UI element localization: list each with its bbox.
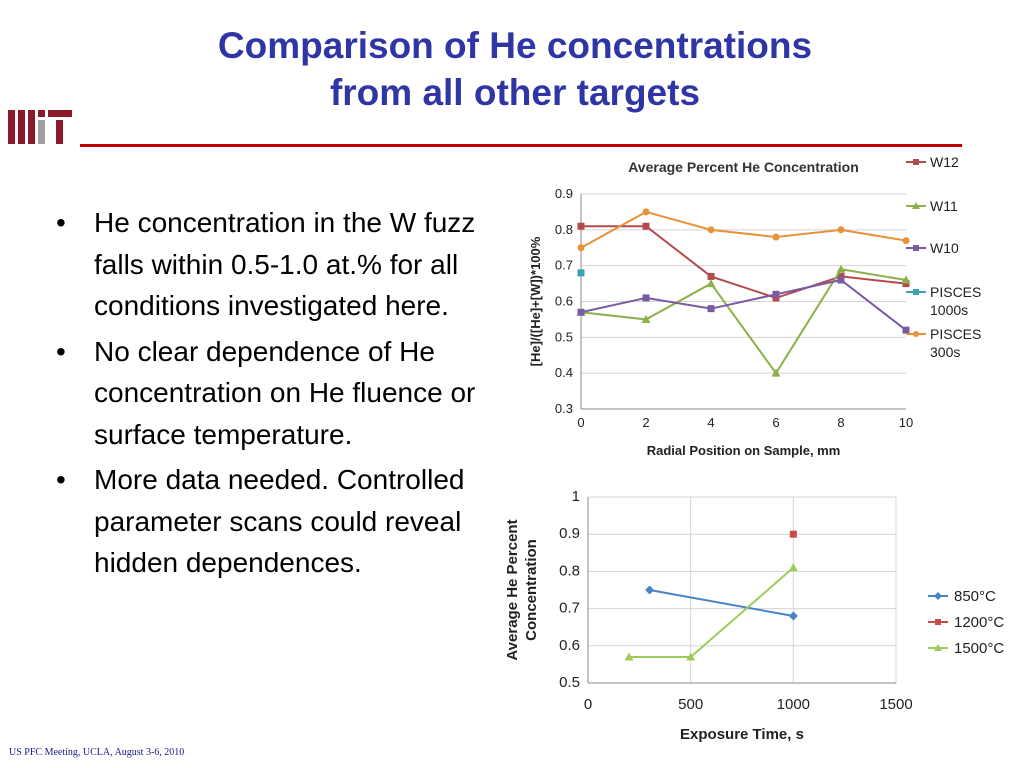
y-tick-label: 0.4 <box>555 365 573 380</box>
x-tick-label: 4 <box>707 415 714 430</box>
data-point <box>577 244 585 252</box>
legend-label: W10 <box>930 240 959 256</box>
x-tick-label: 0 <box>577 415 584 430</box>
y-tick-label: 0.7 <box>555 258 573 273</box>
y-axis-title: Concentration <box>523 539 540 641</box>
data-point <box>642 208 650 216</box>
y-tick-label: 0.5 <box>555 329 573 344</box>
data-point <box>837 226 845 234</box>
y-axis-title: [He]/([He]+[W])*100% <box>528 236 543 366</box>
y-tick-label: 0.9 <box>559 525 580 542</box>
legend-label: 1200°C <box>954 614 1004 631</box>
data-point <box>577 269 585 277</box>
legend-label: PISCES 1000s <box>930 284 981 318</box>
x-tick-label: 2 <box>642 415 649 430</box>
y-tick-label: 0.8 <box>559 562 580 579</box>
data-point <box>913 289 919 295</box>
data-point <box>789 530 797 538</box>
data-point <box>935 619 941 625</box>
y-tick-label: 0.3 <box>555 401 573 416</box>
series-line <box>581 225 907 299</box>
x-axis-title: Exposure Time, s <box>680 726 804 743</box>
footer-text: US PFC Meeting, UCLA, August 3-6, 2010 <box>9 747 185 758</box>
y-tick-label: 0.9 <box>555 186 573 201</box>
series-line <box>580 210 907 249</box>
data-point <box>788 563 798 572</box>
bullet-marker: • <box>56 207 66 238</box>
slide-title: Comparison of He concentrations from all… <box>120 22 910 116</box>
bullet-marker: • <box>56 335 66 367</box>
exposure-time-chart: 0.5 0.6 0.7 0.8 0.9 1 0 500 1000 1500 Exposure Tim… <box>504 488 1004 743</box>
data-point <box>707 272 715 280</box>
x-axis-title: Radial Position on Sample, mm <box>647 443 841 458</box>
data-point <box>902 237 910 245</box>
y-tick-label: 0.6 <box>559 637 580 654</box>
data-point <box>772 294 780 302</box>
y-tick-label: 0.5 <box>559 674 580 691</box>
y-tick-label: 0.8 <box>555 222 573 237</box>
legend-label: 850°C <box>954 588 996 605</box>
data-point <box>642 294 650 302</box>
bullet-text: He concentration in the W fuzz falls wit… <box>94 207 476 321</box>
x-tick-label: 0 <box>584 696 592 713</box>
data-point <box>577 222 585 230</box>
data-point <box>707 305 715 313</box>
data-point <box>641 314 651 323</box>
data-point <box>686 652 696 661</box>
data-point <box>772 233 780 241</box>
data-point <box>642 222 650 230</box>
data-point <box>902 326 910 334</box>
legend-label: W12 <box>930 154 959 170</box>
slide-title-line2: from all other targets <box>329 72 701 113</box>
x-tick-label: 1000 <box>777 696 810 713</box>
data-point <box>913 331 919 337</box>
x-tick-label: 1500 <box>879 696 912 713</box>
data-point <box>912 202 920 209</box>
bullet-item: • No clear dependence of He concentratio… <box>52 331 492 456</box>
legend-label: PISCES 300s <box>930 326 981 360</box>
legend-label: W11 <box>930 198 958 214</box>
y-tick-label: 0.6 <box>555 294 573 309</box>
data-point <box>771 368 781 377</box>
data-point <box>772 290 780 298</box>
data-point <box>837 276 845 284</box>
title-divider <box>80 144 962 147</box>
series-line <box>580 268 907 375</box>
bullet-item: • He concentration in the W fuzz falls w… <box>52 202 492 327</box>
legend-label: 1500°C <box>954 640 1004 657</box>
x-tick-label: 8 <box>837 415 844 430</box>
data-point <box>706 279 716 288</box>
chart-title: Average Percent He Concentration <box>628 159 859 175</box>
y-axis-title: Average He Percent <box>504 519 521 660</box>
data-point <box>624 652 634 661</box>
bullet-text: More data needed. Controlled parameter s… <box>94 464 465 578</box>
bullet-marker: • <box>56 464 66 495</box>
x-tick-label: 10 <box>899 415 913 430</box>
data-point <box>707 226 715 234</box>
series-line <box>580 278 907 331</box>
y-tick-label: 0.7 <box>559 600 580 617</box>
series-line <box>649 589 794 618</box>
data-point <box>788 611 798 621</box>
x-tick-label: 500 <box>678 696 703 713</box>
data-point <box>902 280 910 288</box>
data-point <box>577 308 585 316</box>
data-point <box>913 159 919 165</box>
y-tick-label: 1 <box>572 488 580 505</box>
bullet-item: • More data needed. Controlled parameter… <box>52 459 492 584</box>
data-point <box>836 264 846 273</box>
bullet-list: • He concentration in the W fuzz falls w… <box>52 202 492 588</box>
mit-logo <box>8 110 72 144</box>
data-point <box>901 275 911 284</box>
data-point <box>837 272 845 280</box>
data-point <box>913 245 919 251</box>
radial-position-chart: 0.3 0.4 0.5 0.6 0.7 0.8 0.9 0 2 4 6 8 10 Average Perc… <box>528 154 981 458</box>
data-point <box>645 585 655 595</box>
data-point <box>934 592 942 600</box>
data-point <box>934 644 942 651</box>
bullet-text: No clear dependence of He concentration … <box>94 335 476 450</box>
slide-title-line1: Comparison of He concentrations <box>217 25 813 66</box>
x-tick-label: 6 <box>772 415 779 430</box>
